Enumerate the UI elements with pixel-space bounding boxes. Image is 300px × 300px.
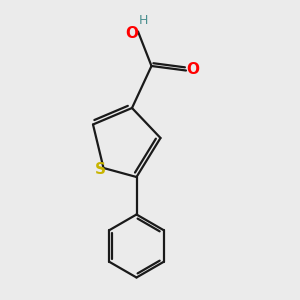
Text: O: O bbox=[186, 62, 199, 77]
Text: H: H bbox=[139, 14, 148, 28]
Text: S: S bbox=[95, 162, 106, 177]
Text: O: O bbox=[125, 26, 138, 40]
